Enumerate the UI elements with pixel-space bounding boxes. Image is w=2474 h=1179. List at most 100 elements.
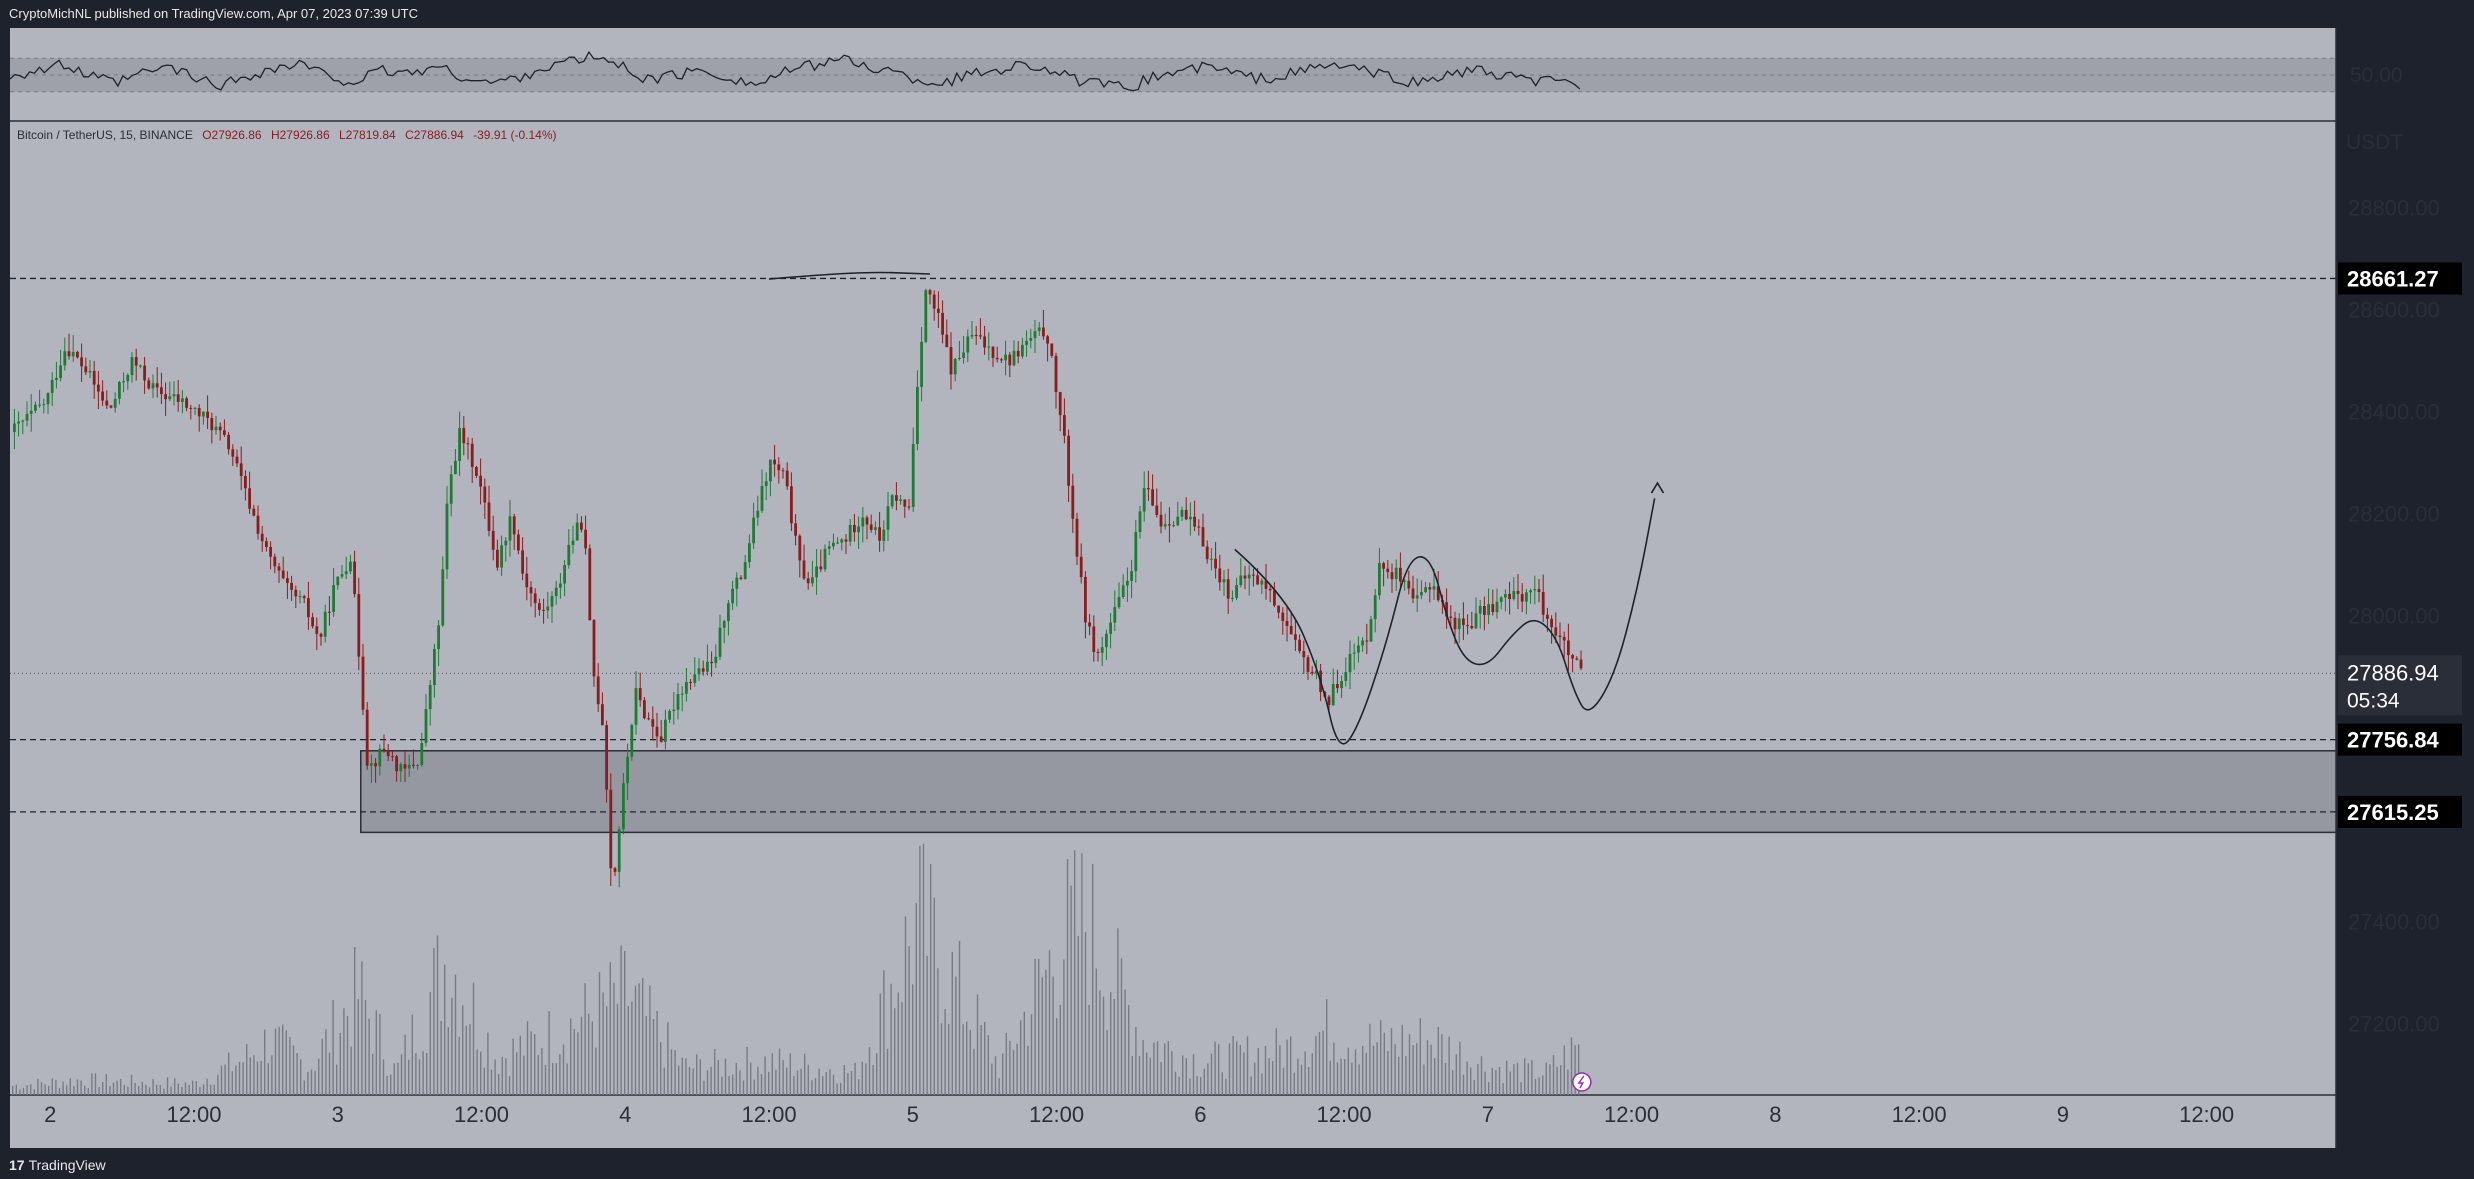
volume-bar — [48, 1085, 50, 1095]
candle-body — [441, 569, 445, 626]
volume-bar — [127, 1086, 129, 1095]
volume-bar — [1084, 932, 1087, 1095]
volume-bar — [526, 1021, 529, 1095]
volume-bar — [1372, 1045, 1375, 1095]
volume-bar — [714, 1049, 716, 1095]
volume-bar — [1326, 999, 1328, 1095]
candle-body — [886, 506, 890, 530]
candle-body — [685, 682, 688, 694]
candle-body — [1546, 614, 1549, 619]
candle-body — [151, 383, 155, 389]
volume-bar — [1254, 1062, 1256, 1095]
volume-bar — [681, 1057, 683, 1095]
volume-bar — [1347, 1047, 1349, 1095]
candle-body — [491, 530, 495, 550]
volume-bar — [1419, 1018, 1421, 1095]
candle-body — [428, 684, 432, 710]
candle-body — [1428, 587, 1432, 590]
volume-bar — [1423, 1064, 1425, 1095]
candle-body — [281, 570, 285, 579]
y-tick-label: 28800.00 — [2348, 196, 2440, 221]
volume-bar — [242, 1062, 244, 1095]
volume-bar — [217, 1074, 219, 1095]
volume-bar — [447, 1027, 449, 1095]
volume-bar — [750, 1062, 752, 1095]
candle-body — [920, 341, 923, 387]
volume-bar — [1552, 1055, 1555, 1095]
volume-bar — [958, 940, 961, 1095]
volume-bar — [840, 1082, 842, 1095]
volume-bar — [642, 977, 644, 1095]
volume-bar — [490, 1069, 493, 1095]
volume-bar — [886, 1048, 889, 1095]
candle-body — [336, 576, 340, 586]
hand-drawn-annotations[interactable] — [768, 271, 1665, 1092]
candle-body — [1348, 653, 1352, 673]
volume-bar — [134, 1082, 136, 1095]
candle-body — [790, 486, 793, 524]
volume-bar — [994, 1056, 997, 1095]
candle-body — [559, 583, 562, 588]
volume-bar — [1383, 1032, 1385, 1095]
volume-bar — [516, 1052, 518, 1095]
volume-bar — [494, 1059, 496, 1095]
candle-body — [1159, 514, 1163, 527]
candle-body — [907, 506, 911, 508]
volume-bar — [339, 1032, 341, 1095]
price-chart[interactable]: 28800.00 28600.00 28400.00 28200.00 28000.00… — [0, 27, 2474, 1151]
volume-bar — [861, 1061, 863, 1095]
candle-body — [689, 682, 692, 684]
candle-body — [1525, 592, 1528, 602]
volume-bar — [760, 1073, 763, 1095]
candle-body — [197, 407, 201, 417]
volume-bar — [192, 1080, 194, 1095]
volume-bar — [30, 1084, 32, 1095]
volume-bar — [667, 1022, 669, 1095]
candle-body — [1147, 488, 1150, 490]
volume-bar — [138, 1086, 140, 1095]
volume-bar — [1110, 992, 1112, 1095]
volume-bar — [1192, 1054, 1195, 1095]
price-level-tag — [2338, 262, 2462, 295]
volume-bar — [984, 1021, 986, 1095]
volume-bar — [1563, 1045, 1565, 1095]
volume-bar — [1520, 1081, 1522, 1095]
candle-body — [911, 443, 915, 507]
volume-bar — [1102, 996, 1105, 1095]
volume-bar — [480, 1051, 482, 1095]
volume-bar — [616, 1003, 619, 1095]
candle-body — [979, 335, 982, 337]
volume-bar — [498, 1073, 500, 1095]
volume-bar — [505, 1058, 507, 1095]
volume-bar — [1531, 1060, 1533, 1095]
volume-bar — [829, 1069, 831, 1095]
time-axis[interactable]: 2 12:00 3 12:00 4 12:00 5 12:00 6 12:00 7 12:00 8 12:… — [44, 1102, 2234, 1127]
volume-bar — [1570, 1037, 1573, 1095]
price-axis[interactable]: 28800.00 28600.00 28400.00 28200.00 28000.00… — [2338, 196, 2462, 1037]
volume-bar — [1502, 1083, 1504, 1095]
volume-bar — [1498, 1066, 1501, 1095]
volume-bar — [80, 1080, 82, 1095]
volume-bar — [444, 964, 446, 1095]
volume-bar — [1416, 1043, 1418, 1095]
volume-bar — [1290, 1036, 1292, 1095]
volume-bar — [904, 916, 907, 1095]
x-tick-label: 9 — [2057, 1102, 2069, 1127]
candle-body — [1575, 658, 1579, 660]
candle-body — [895, 495, 898, 501]
volume-bar — [652, 1018, 655, 1095]
volume-bar — [40, 1082, 43, 1095]
candle-body — [454, 460, 457, 475]
volume-bar — [1538, 1077, 1540, 1095]
volume-bar — [591, 1021, 593, 1095]
volume-bar — [1200, 1077, 1202, 1095]
candle-body — [512, 516, 516, 535]
volume-bar — [1484, 1071, 1486, 1095]
candle-body — [500, 545, 503, 568]
volume-bar — [998, 1078, 1000, 1095]
candle-body — [525, 573, 529, 588]
candle-body — [890, 495, 894, 507]
volume-bar — [836, 1083, 838, 1095]
volume-bar — [1282, 1067, 1285, 1095]
volume-bar — [51, 1078, 53, 1095]
